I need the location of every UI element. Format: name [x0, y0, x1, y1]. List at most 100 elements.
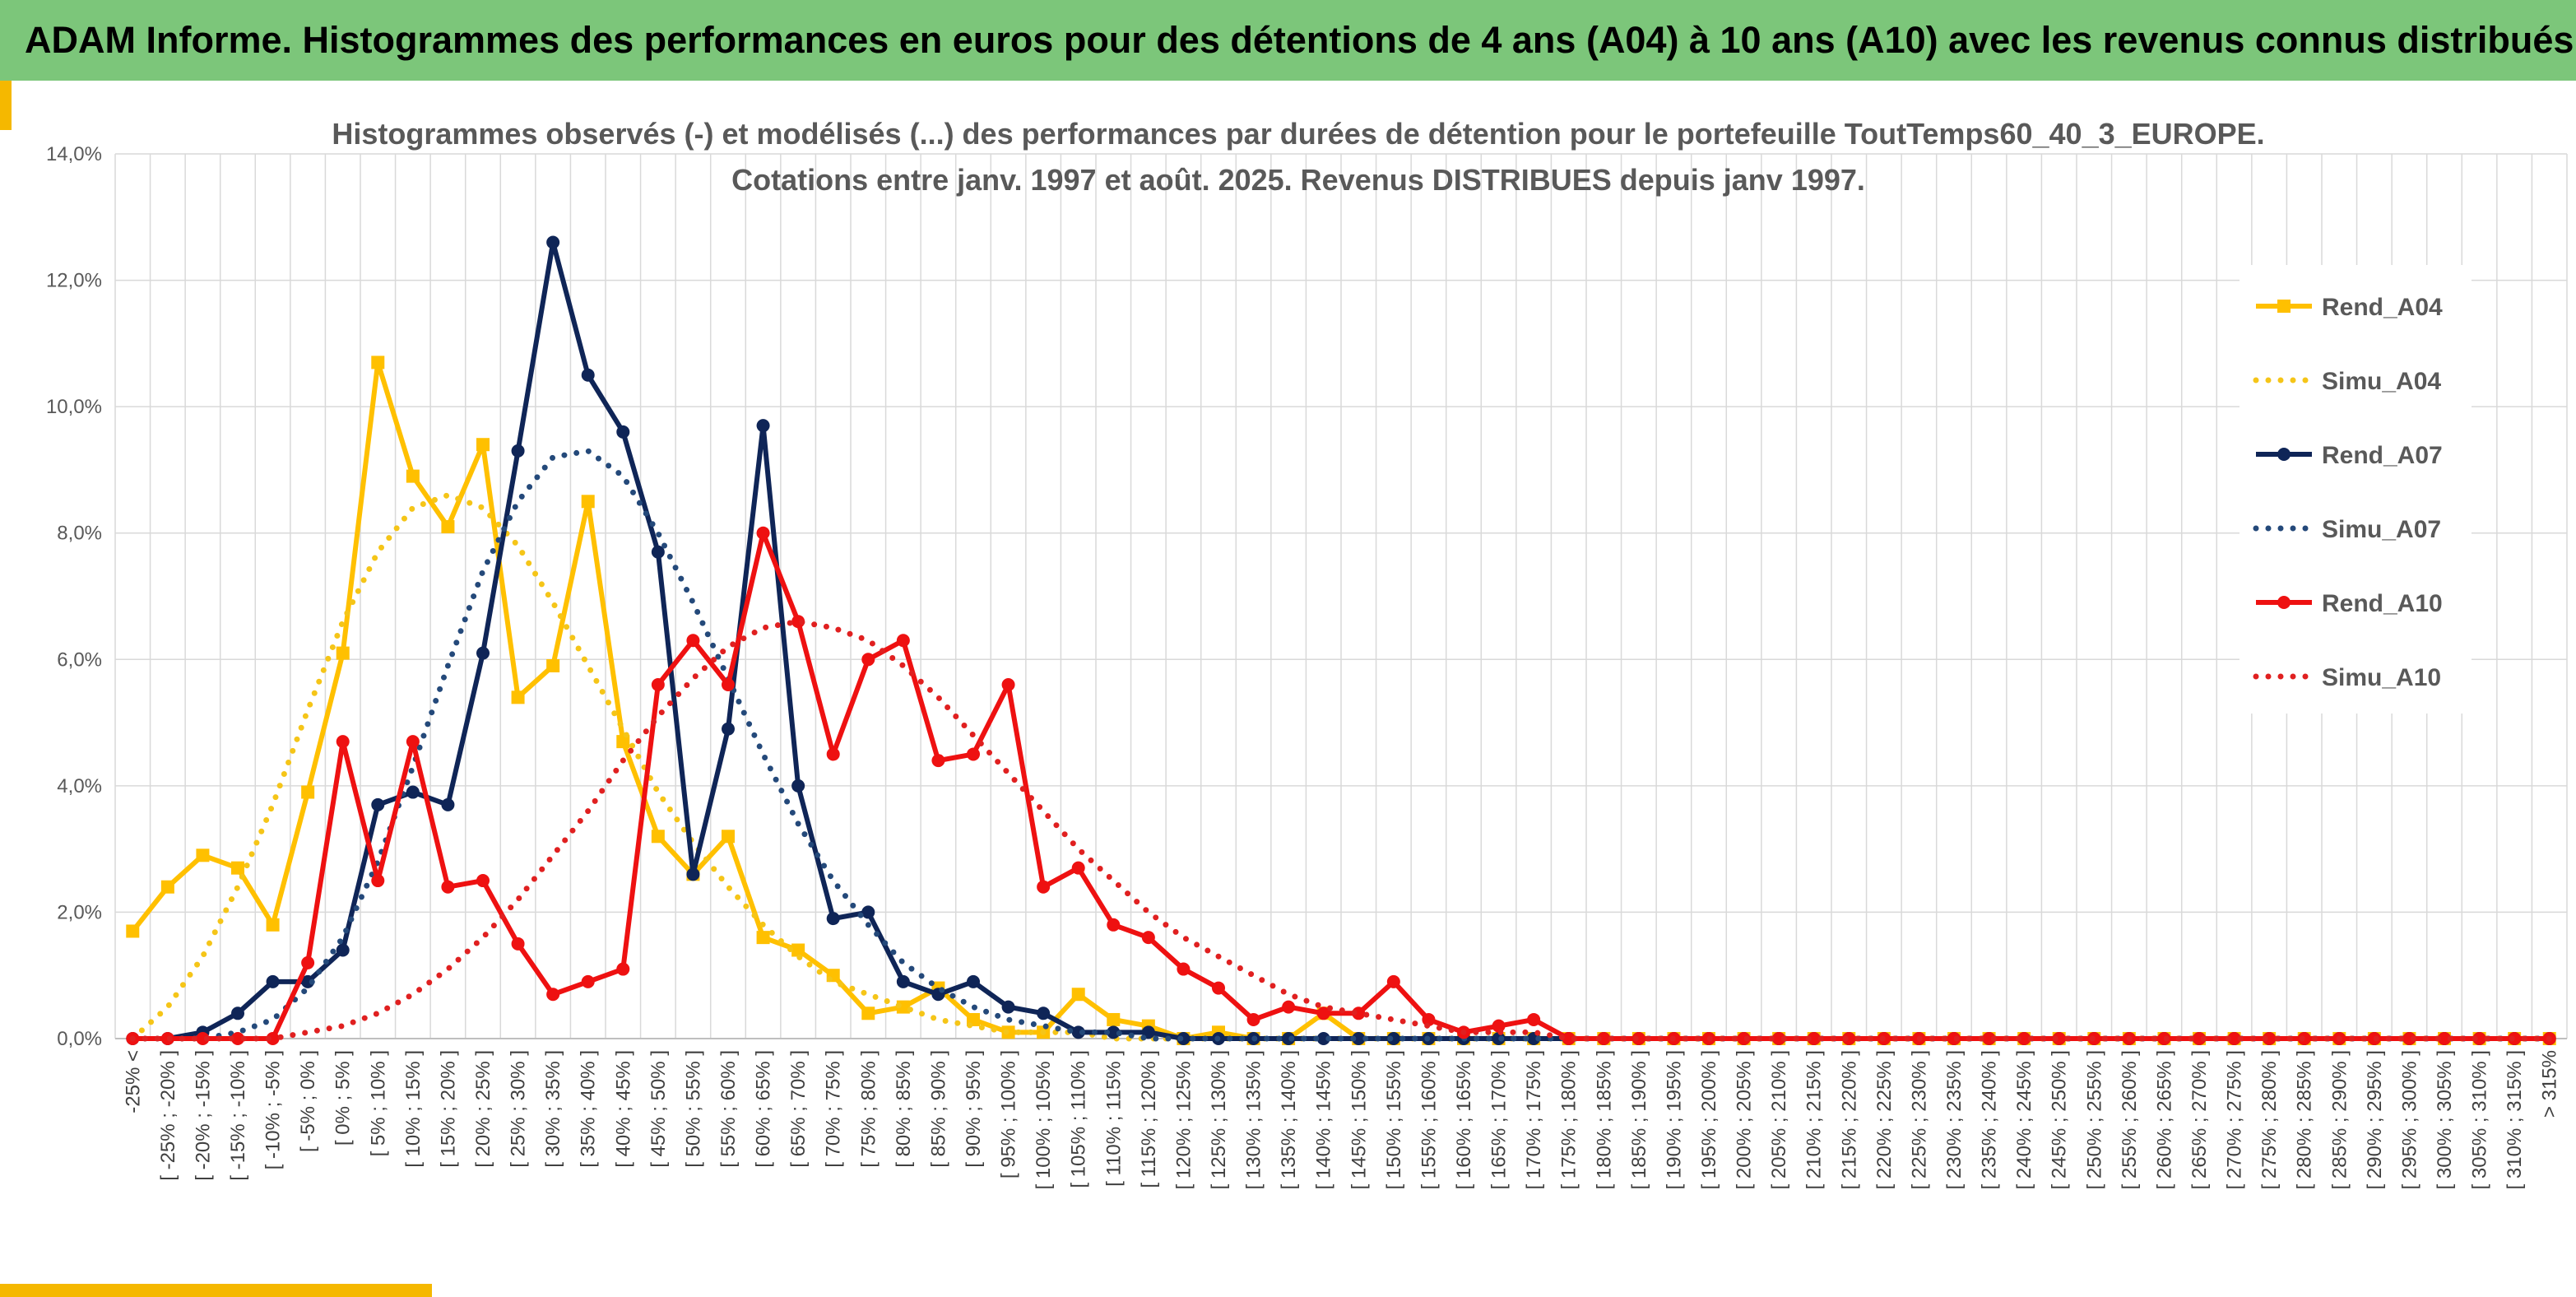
- data-point-Rend_A10: [476, 874, 490, 888]
- data-point-Rend_A07: [336, 943, 350, 957]
- data-point-Rend_A10: [1562, 1032, 1576, 1045]
- legend: Rend_A04 Simu_A04 Rend_A07 Simu_A07 Rend_A10…: [2239, 265, 2472, 714]
- x-tick-label: [ 5% ; 10% ]: [367, 1050, 389, 1156]
- series-line-Simu_A10: [129, 618, 2553, 1042]
- x-tick-label: [ 65% ; 70% ]: [787, 1050, 810, 1168]
- series-layer: [126, 235, 2556, 1045]
- x-tick-label: [ 135% ; 140% ]: [1278, 1050, 1300, 1189]
- data-point-Rend_A10: [967, 747, 980, 761]
- legend-label: Rend_A07: [2322, 442, 2443, 469]
- x-tick-label: [ 230% ; 235% ]: [1943, 1050, 1966, 1189]
- data-point-Rend_A10: [1071, 861, 1085, 875]
- data-point-Rend_A07: [406, 785, 420, 799]
- x-tick-label: [ 200% ; 205% ]: [1734, 1050, 1756, 1189]
- data-point-Rend_A07: [616, 425, 630, 439]
- x-tick-label: [ -10% ; -5% ]: [262, 1050, 285, 1169]
- accent-bar-bottom: [0, 1284, 432, 1297]
- x-tick-label: [ 55% ; 60% ]: [717, 1050, 740, 1168]
- x-tick-label: [ 245% ; 250% ]: [2049, 1050, 2071, 1189]
- data-point-Rend_A10: [2472, 1032, 2486, 1045]
- x-tick-label: [ 0% ; 5% ]: [332, 1050, 355, 1146]
- x-tick-label: [ 10% ; 15% ]: [402, 1050, 425, 1168]
- x-tick-label: [ 100% ; 105% ]: [1033, 1050, 1055, 1189]
- x-tick-label: [ 130% ; 135% ]: [1243, 1050, 1265, 1189]
- data-point-Rend_A10: [1316, 1006, 1330, 1020]
- data-point-Rend_A04: [336, 646, 350, 660]
- data-point-Rend_A10: [1842, 1032, 1856, 1045]
- chart-title-line: Histogrammes observés (-) et modélisés (…: [332, 117, 2264, 151]
- data-point-Rend_A10: [861, 653, 875, 667]
- legend-marker: [2277, 596, 2291, 609]
- x-tick-label: [ 305% ; 310% ]: [2469, 1050, 2491, 1189]
- x-tick-label: [ 85% ; 90% ]: [927, 1050, 949, 1168]
- data-point-Rend_A04: [511, 690, 525, 704]
- data-point-Rend_A04: [722, 830, 735, 844]
- data-point-Rend_A07: [651, 545, 665, 559]
- x-tick-label: [ 145% ; 150% ]: [1348, 1050, 1370, 1189]
- data-point-Rend_A10: [546, 988, 560, 1002]
- x-tick-label: > 315%: [2539, 1050, 2561, 1118]
- data-point-Rend_A10: [1282, 1000, 1296, 1014]
- x-tick-label: [ 50% ; 55% ]: [682, 1050, 704, 1168]
- data-point-Rend_A10: [896, 634, 910, 648]
- x-tick-label: [ 120% ; 125% ]: [1172, 1050, 1195, 1189]
- y-tick-label: 2,0%: [57, 901, 102, 923]
- data-point-Rend_A04: [441, 520, 455, 534]
- data-point-Rend_A10: [406, 735, 420, 749]
- data-point-Rend_A04: [581, 495, 595, 509]
- data-point-Rend_A07: [967, 974, 980, 988]
- x-tick-label: [ 195% ; 200% ]: [1698, 1050, 1720, 1189]
- x-tick-label: [ 235% ; 240% ]: [1979, 1050, 2001, 1189]
- y-tick-label: 10,0%: [46, 396, 102, 418]
- data-point-Rend_A07: [1352, 1032, 1366, 1045]
- grid-layer: [114, 153, 2568, 1039]
- x-tick-label: [ 275% ; 280% ]: [2258, 1050, 2281, 1189]
- x-tick-label: [ 125% ; 130% ]: [1208, 1050, 1230, 1189]
- legend-marker: [2277, 448, 2291, 461]
- data-point-Rend_A10: [2052, 1032, 2066, 1045]
- data-point-Rend_A07: [896, 974, 910, 988]
- data-point-Rend_A07: [1071, 1025, 1085, 1039]
- x-tick-label: [ 205% ; 210% ]: [1768, 1050, 1790, 1189]
- x-tick-label: [ 60% ; 65% ]: [753, 1050, 775, 1168]
- data-point-Rend_A04: [231, 861, 244, 875]
- x-tick-label: [ 185% ; 190% ]: [1628, 1050, 1650, 1189]
- x-tick-label: [ 110% ; 115% ]: [1102, 1050, 1125, 1187]
- x-tick-label: [ 95% ; 100% ]: [998, 1050, 1020, 1178]
- legend-box: [2239, 265, 2472, 714]
- data-point-Rend_A04: [196, 848, 210, 862]
- data-point-Rend_A10: [826, 747, 840, 761]
- data-point-Rend_A10: [196, 1032, 210, 1045]
- data-point-Rend_A07: [266, 974, 280, 988]
- data-point-Rend_A04: [406, 469, 420, 483]
- banner-title: ADAM Informe. Histogrammes des performan…: [25, 19, 2574, 61]
- data-point-Rend_A10: [301, 955, 315, 969]
- data-point-Rend_A10: [2017, 1032, 2031, 1045]
- data-point-Rend_A04: [1107, 1012, 1121, 1026]
- x-tick-label: [ 105% ; 110% ]: [1068, 1050, 1090, 1188]
- legend-label: Simu_A07: [2322, 516, 2441, 543]
- data-point-Rend_A10: [1631, 1032, 1645, 1045]
- x-tick-label: [ 260% ; 265% ]: [2153, 1050, 2175, 1189]
- data-point-Rend_A04: [1071, 988, 1085, 1002]
- x-tick-label: [ 290% ; 295% ]: [2364, 1050, 2386, 1189]
- data-point-Rend_A04: [756, 931, 770, 945]
- data-point-Rend_A10: [931, 754, 945, 768]
- banner: ADAM Informe. Histogrammes des performan…: [0, 0, 2576, 81]
- data-point-Rend_A10: [1422, 1012, 1436, 1026]
- x-tick-label: [ 90% ; 95% ]: [963, 1050, 985, 1168]
- x-tick-label: [ 20% ; 25% ]: [472, 1050, 494, 1168]
- x-tick-label: [ 160% ; 165% ]: [1453, 1050, 1475, 1189]
- x-tick-label: [ 300% ; 305% ]: [2434, 1050, 2456, 1189]
- data-point-Rend_A10: [651, 678, 665, 691]
- data-point-Rend_A10: [2193, 1032, 2206, 1045]
- x-tick-label: [ 220% ; 225% ]: [1873, 1050, 1896, 1189]
- data-point-Rend_A07: [371, 797, 385, 811]
- x-tick-label: [ 75% ; 80% ]: [857, 1050, 880, 1168]
- data-point-Rend_A10: [1597, 1032, 1611, 1045]
- data-point-Rend_A10: [2438, 1032, 2451, 1045]
- x-tick-label: [ 190% ; 195% ]: [1663, 1050, 1685, 1189]
- data-point-Rend_A04: [301, 785, 315, 799]
- x-tick-label: [ -20% ; -15% ]: [192, 1050, 214, 1181]
